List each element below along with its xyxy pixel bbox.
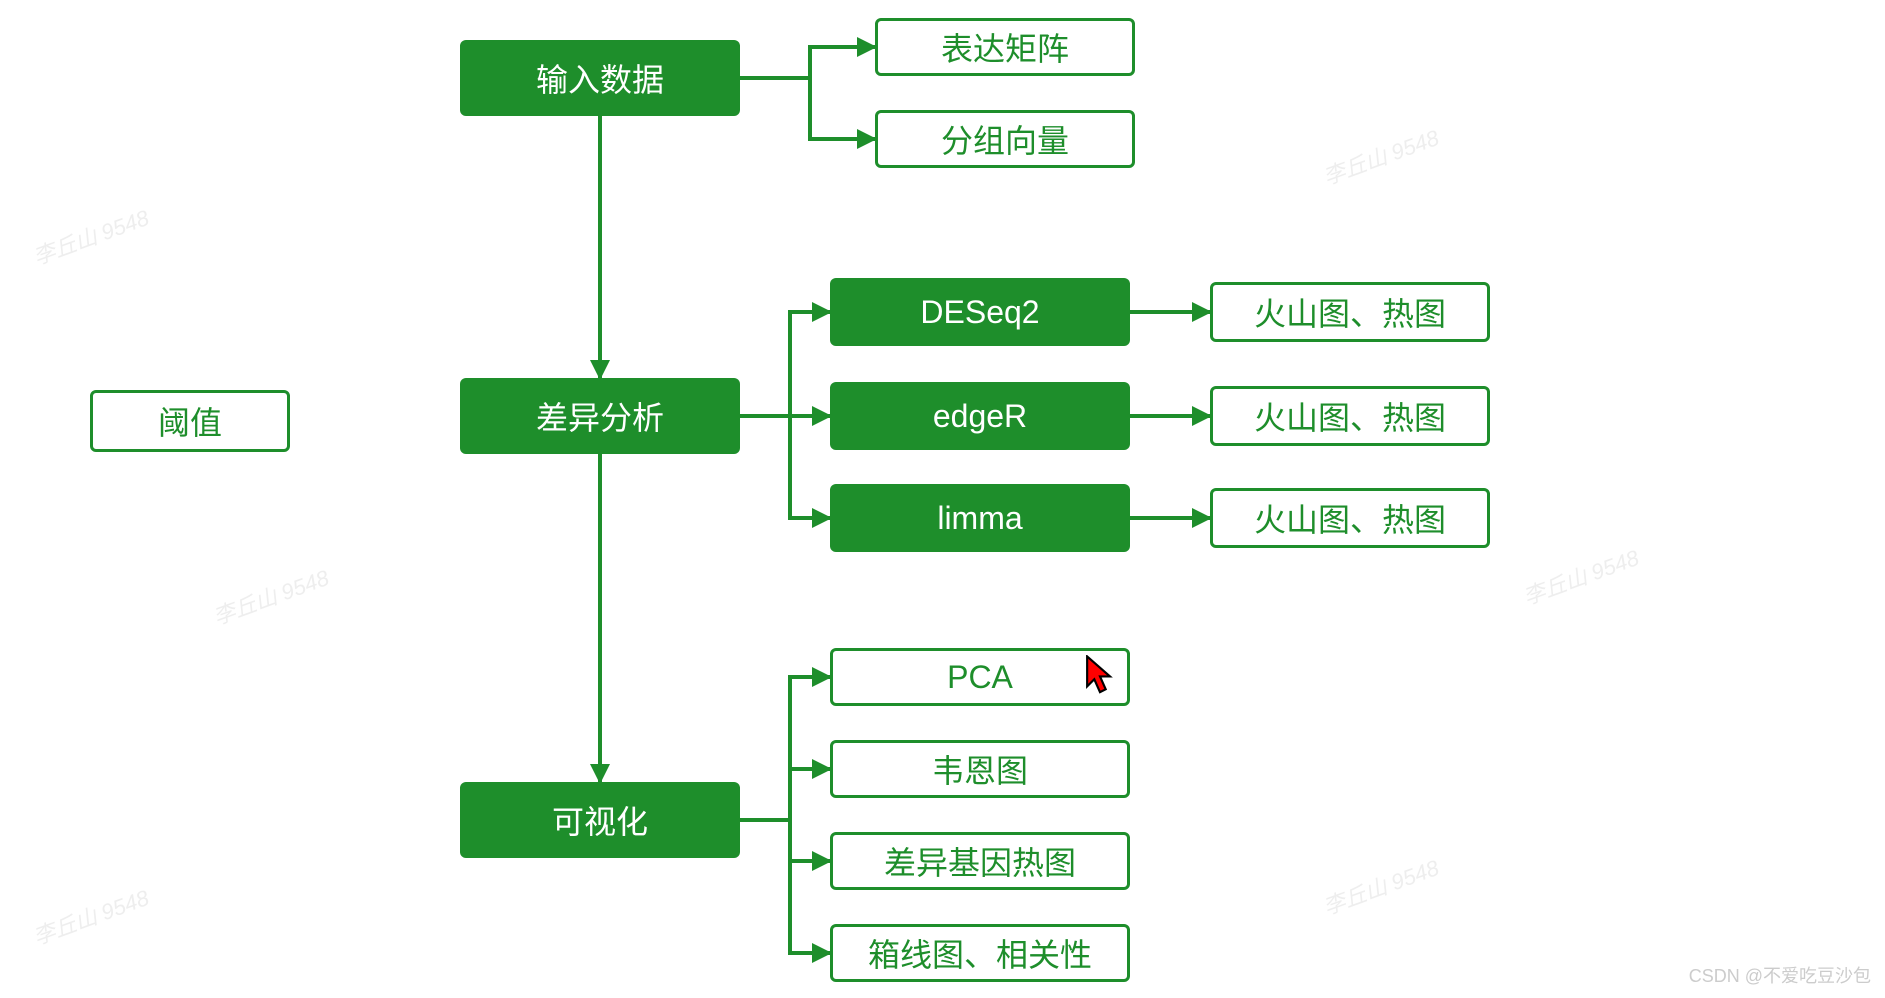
node-vh1: 火山图、热图 xyxy=(1210,282,1490,342)
edge-viz-deg_heat xyxy=(740,820,830,861)
node-threshold: 阈值 xyxy=(90,390,290,452)
edge-viz-pca xyxy=(740,677,830,820)
watermark-text: 李丘山 9548 xyxy=(1318,120,1443,191)
attribution-text: CSDN @不爱吃豆沙包 xyxy=(1689,962,1871,988)
node-label: PCA xyxy=(947,659,1013,696)
watermark-text: 李丘山 9548 xyxy=(28,200,153,271)
node-vh2: 火山图、热图 xyxy=(1210,386,1490,446)
watermark-text: 李丘山 9548 xyxy=(208,560,333,631)
edge-input-expr xyxy=(740,47,875,78)
node-deseq2: DESeq2 xyxy=(830,278,1130,346)
node-label: 火山图、热图 xyxy=(1254,495,1446,541)
node-box_corr: 箱线图、相关性 xyxy=(830,924,1130,982)
node-pca: PCA xyxy=(830,648,1130,706)
node-expr: 表达矩阵 xyxy=(875,18,1135,76)
node-viz: 可视化 xyxy=(460,782,740,858)
edge-viz-box_corr xyxy=(740,820,830,953)
edge-de-limma xyxy=(740,416,830,518)
node-input: 输入数据 xyxy=(460,40,740,116)
edge-viz-venn xyxy=(740,769,830,820)
node-label: 箱线图、相关性 xyxy=(868,930,1092,976)
edge-de-deseq2 xyxy=(740,312,830,416)
node-limma: limma xyxy=(830,484,1130,552)
node-vh3: 火山图、热图 xyxy=(1210,488,1490,548)
node-edger: edgeR xyxy=(830,382,1130,450)
node-label: 分组向量 xyxy=(941,116,1069,162)
edge-input-group xyxy=(740,78,875,139)
node-label: edgeR xyxy=(933,398,1027,435)
node-deg_heat: 差异基因热图 xyxy=(830,832,1130,890)
node-label: 可视化 xyxy=(552,797,648,843)
node-label: 差异基因热图 xyxy=(884,838,1076,884)
node-label: 火山图、热图 xyxy=(1254,289,1446,335)
node-label: DESeq2 xyxy=(920,294,1039,331)
watermark-text: 李丘山 9548 xyxy=(1518,540,1643,611)
node-label: 火山图、热图 xyxy=(1254,393,1446,439)
node-label: 阈值 xyxy=(158,398,222,444)
node-venn: 韦恩图 xyxy=(830,740,1130,798)
node-group: 分组向量 xyxy=(875,110,1135,168)
watermark-text: 李丘山 9548 xyxy=(1318,850,1443,921)
node-label: 差异分析 xyxy=(536,393,664,439)
node-de: 差异分析 xyxy=(460,378,740,454)
node-label: 韦恩图 xyxy=(932,746,1028,792)
node-label: limma xyxy=(937,500,1022,537)
watermark-text: 李丘山 9548 xyxy=(28,880,153,951)
node-label: 表达矩阵 xyxy=(941,24,1069,70)
node-label: 输入数据 xyxy=(536,55,664,101)
